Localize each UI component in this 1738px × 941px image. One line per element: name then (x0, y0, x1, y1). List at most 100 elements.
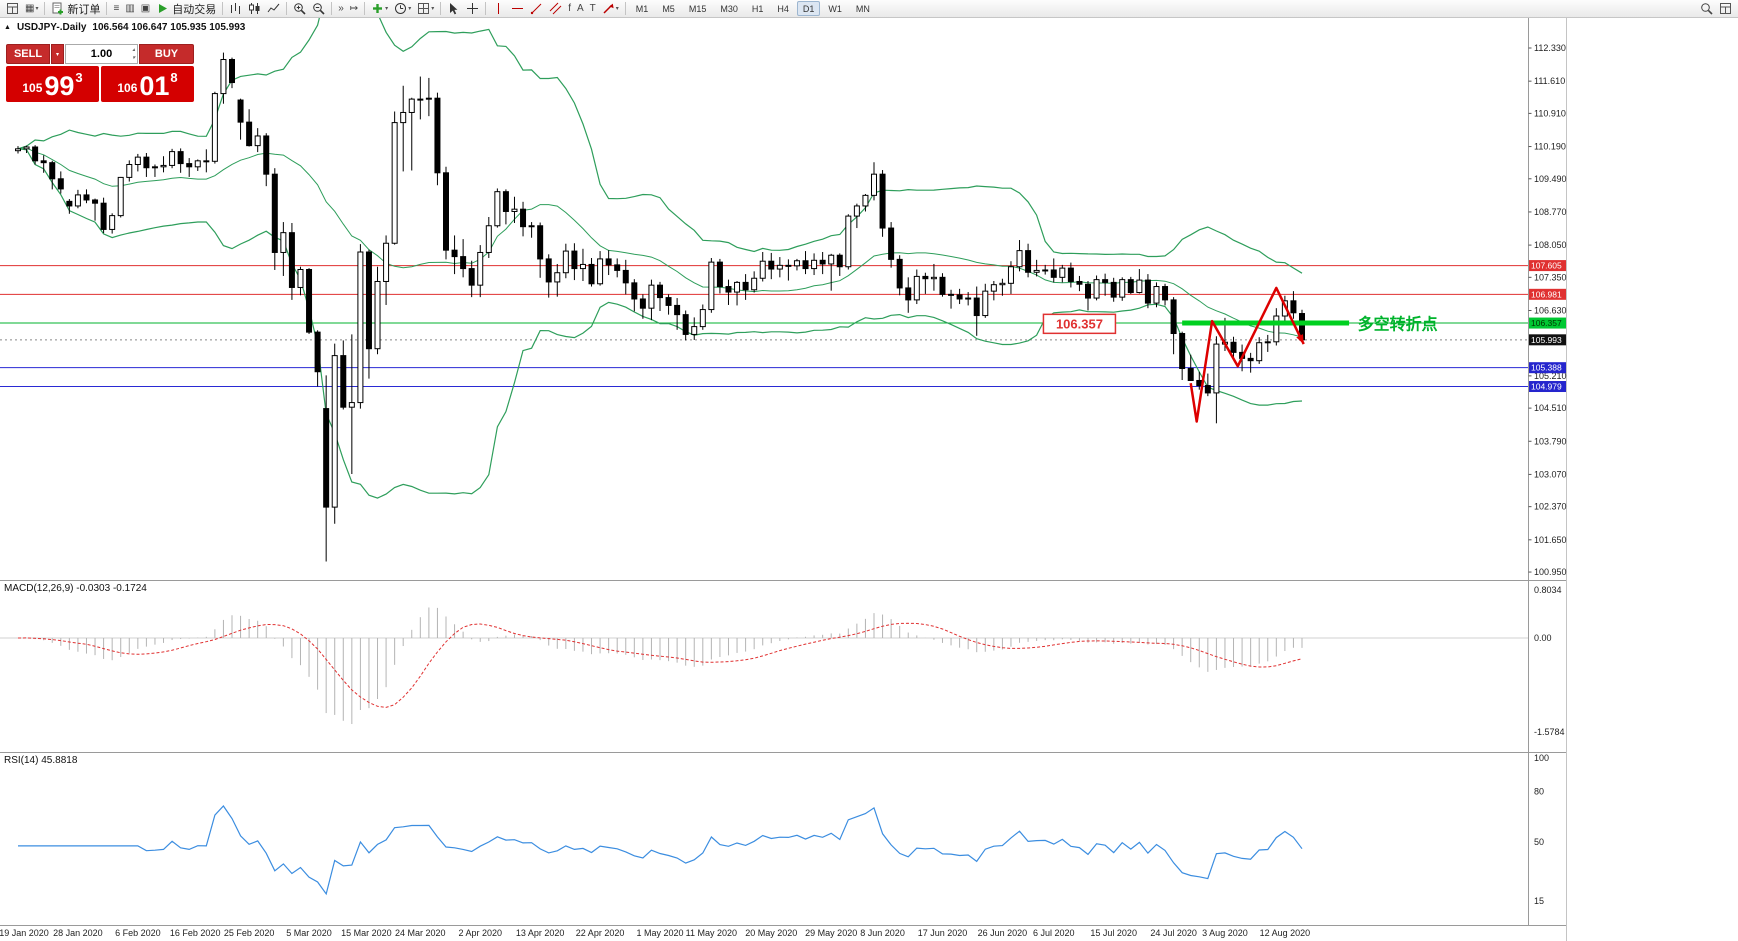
periods-icon[interactable]: ▾ (391, 1, 414, 17)
zoom-out-icon[interactable] (309, 1, 328, 17)
charts-grid-icon[interactable] (3, 1, 22, 17)
svg-text:1 May 2020: 1 May 2020 (636, 928, 683, 938)
indicators-icon (371, 2, 384, 15)
new-order-button (51, 2, 64, 15)
note-text[interactable]: 多空转折点 (1358, 314, 1438, 333)
search-icon[interactable] (1697, 1, 1716, 17)
timeframe-h4-button[interactable]: H4 (771, 1, 795, 16)
candlestick-chart-icon[interactable] (245, 1, 264, 17)
svg-text:16 Feb 2020: 16 Feb 2020 (170, 928, 221, 938)
bar-chart-icon[interactable] (226, 1, 245, 17)
new-order-button[interactable]: 新订单 (48, 1, 103, 17)
svg-text:105.210: 105.210 (1534, 371, 1567, 381)
sell-price-prefix: 105 (22, 81, 43, 95)
timeframe-mn-button[interactable]: MN (850, 1, 876, 16)
price-axis[interactable]: 112.330 111.610 110.910 110.190 109.490 108.7… (1528, 43, 1567, 906)
horizontal-line-icon (511, 2, 524, 15)
terminal-icon[interactable]: ▣ (138, 1, 153, 17)
toolbar-separator (286, 2, 288, 15)
svg-text:5 Mar 2020: 5 Mar 2020 (286, 928, 332, 938)
cursor-icon[interactable] (444, 1, 463, 17)
fibonacci-icon[interactable]: f (565, 1, 574, 17)
sell-price-big: 99 (44, 71, 75, 102)
timeframe-m1-button[interactable]: M1 (630, 1, 655, 16)
market-watch-icon: ≡ (113, 2, 120, 14)
order-type-dropdown[interactable]: ▾ (51, 44, 64, 64)
templates-icon[interactable]: ▾ (414, 1, 437, 17)
volume-up-icon[interactable]: ▴ (132, 47, 135, 53)
search-icon (1700, 2, 1713, 15)
timeframe-m5-button[interactable]: M5 (656, 1, 681, 16)
volume-input[interactable]: 1.00 ▴ ▾ (65, 44, 138, 64)
svg-text:106.630: 106.630 (1534, 305, 1567, 315)
date-axis[interactable]: 19 Jan 2020 28 Jan 2020 6 Feb 2020 16 Feb 2… (0, 928, 1310, 938)
timeframe-m15-button[interactable]: M15 (683, 1, 713, 16)
line-chart-icon[interactable] (264, 1, 283, 17)
templates-icon (417, 2, 430, 15)
svg-text:25 Feb 2020: 25 Feb 2020 (224, 928, 275, 938)
horizontal-line-icon[interactable] (508, 1, 527, 17)
text-label-icon[interactable]: T (587, 1, 599, 17)
rsi-layer (18, 805, 1303, 896)
svg-text:103.070: 103.070 (1534, 469, 1567, 479)
vertical-line-icon[interactable] (489, 1, 508, 17)
periods-icon (394, 2, 407, 15)
svg-text:105.993: 105.993 (1531, 335, 1562, 345)
macd-signal-line (17, 622, 1303, 708)
volume-down-icon[interactable]: ▾ (132, 54, 135, 61)
toolbar-separator (44, 2, 46, 15)
svg-text:0.8034: 0.8034 (1534, 585, 1562, 595)
data-window-icon[interactable]: ▥ (122, 1, 137, 17)
svg-text:24 Jul 2020: 24 Jul 2020 (1150, 928, 1197, 938)
arrows-icon[interactable]: ▾ (599, 1, 622, 17)
timeframe-m30-button[interactable]: M30 (714, 1, 744, 16)
zoom-in-icon[interactable] (290, 1, 309, 17)
chart-list-icon[interactable]: ▦ ▾ (22, 1, 41, 17)
timeframe-w1-button[interactable]: W1 (822, 1, 848, 16)
rsi-line (18, 805, 1303, 896)
zigzag-annotation[interactable] (1189, 286, 1305, 423)
svg-text:8 Jun 2020: 8 Jun 2020 (860, 928, 905, 938)
sell-price-pip: 3 (75, 70, 83, 85)
symbol-ohlc-values: 106.564 106.647 105.935 105.993 (92, 22, 246, 33)
svg-text:50: 50 (1534, 837, 1544, 847)
timeframe-d1-button[interactable]: D1 (796, 1, 821, 16)
svg-text:17 Jun 2020: 17 Jun 2020 (918, 928, 968, 938)
buy-button[interactable]: BUY (139, 44, 194, 64)
price-callout-box[interactable] (1042, 313, 1117, 335)
svg-text:100.950: 100.950 (1534, 567, 1567, 577)
auto-trading-button[interactable]: 自动交易 (153, 1, 219, 17)
text-icon[interactable]: A (574, 1, 587, 17)
auto-scroll-icon[interactable]: » (335, 1, 347, 17)
toolbar-separator (440, 2, 442, 15)
channel-icon (549, 2, 562, 15)
trendline-icon (530, 2, 543, 15)
svg-text:110.190: 110.190 (1534, 142, 1566, 152)
sell-price[interactable]: 105 99 3 (6, 66, 99, 102)
volume-stepper[interactable]: ▴ ▾ (132, 47, 135, 62)
svg-text:108.050: 108.050 (1534, 240, 1567, 250)
buy-price[interactable]: 106 01 8 (101, 66, 194, 102)
chart-shift-icon: ↦ (349, 2, 359, 14)
chart-shift-icon[interactable]: ↦ (347, 1, 361, 17)
timeframe-h1-button[interactable]: H1 (746, 1, 770, 16)
svg-text:104.979: 104.979 (1531, 382, 1562, 392)
one-click-trading-panel: SELL ▾ 1.00 ▴ ▾ BUY 105 99 3 106 01 8 (6, 44, 194, 102)
panels-icon[interactable] (1716, 1, 1735, 17)
crosshair-icon[interactable] (463, 1, 482, 17)
terminal-icon: ▣ (140, 2, 151, 14)
indicators-icon[interactable]: ▾ (368, 1, 391, 17)
toolbar-separator (364, 2, 366, 15)
cursor-icon (447, 2, 460, 15)
market-watch-icon[interactable]: ≡ (110, 1, 122, 17)
chart-list-icon: ▦ (25, 2, 35, 14)
arrows-icon (602, 2, 615, 15)
data-window-icon: ▥ (125, 2, 135, 14)
svg-text:107.605: 107.605 (1531, 261, 1562, 271)
channel-icon[interactable] (546, 1, 565, 17)
trendline-icon[interactable] (527, 1, 546, 17)
main-chart-layer: 106.357 多空转折点 (0, 18, 1528, 562)
svg-text:107.350: 107.350 (1534, 272, 1567, 282)
sell-button[interactable]: SELL (6, 44, 50, 64)
